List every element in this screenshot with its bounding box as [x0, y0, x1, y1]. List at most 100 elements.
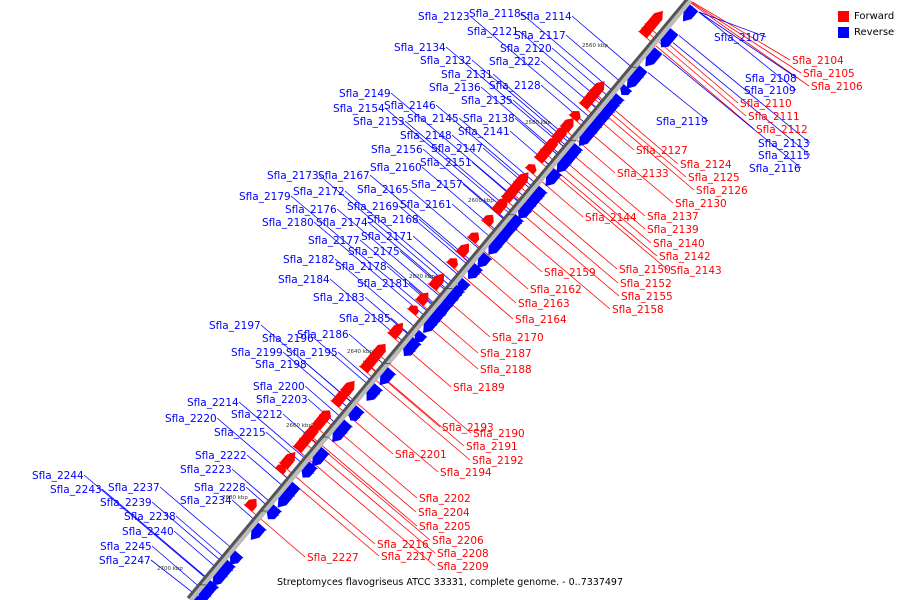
reverse-gene-label: Sfla_2153 [353, 116, 405, 128]
reverse-gene-label: Sfla_2239 [100, 497, 152, 509]
forward-gene-leader [480, 219, 543, 273]
reverse-gene-leader [336, 208, 453, 308]
forward-gene-label: Sfla_2137 [647, 211, 699, 223]
reverse-gene-label: Sfla_2197 [209, 320, 261, 332]
reverse-gene-label: Sfla_2119 [656, 116, 708, 128]
forward-gene-leader [292, 445, 436, 567]
reverse-gene-leader [520, 12, 625, 102]
forward-gene-label: Sfla_2193 [442, 422, 494, 434]
reverse-gene-arrow [414, 330, 427, 343]
reverse-gene-arrow [545, 168, 562, 187]
reverse-gene-leader [421, 166, 509, 241]
tick-label: 2660 kbp [286, 423, 312, 429]
reverse-gene-label: Sfla_2199 [231, 347, 283, 359]
forward-gene-label: Sfla_2110 [740, 98, 792, 110]
reverse-gene-label: Sfla_2167 [318, 170, 370, 182]
reverse-gene-arrow [488, 240, 502, 255]
forward-gene-leader [427, 283, 491, 338]
forward-gene-label: Sfla_2150 [619, 264, 671, 276]
forward-gene-label: Sfla_2140 [653, 238, 705, 250]
reverse-swatch [838, 26, 849, 38]
forward-gene-label: Sfla_2139 [647, 224, 699, 236]
forward-gene-arrow [244, 498, 257, 512]
reverse-gene-leader [344, 190, 466, 293]
reverse-gene-label: Sfla_2228 [194, 482, 246, 494]
reverse-gene-label: Sfla_2138 [463, 113, 515, 125]
forward-gene-arrow [467, 232, 480, 244]
reverse-gene-leader [662, 54, 802, 169]
reverse-gene-arrow [518, 205, 531, 219]
forward-gene-label: Sfla_2227 [307, 552, 359, 564]
reverse-gene-label: Sfla_2169 [347, 201, 399, 213]
reverse-gene-label: Sfla_2182 [283, 254, 335, 266]
reverse-gene-label: Sfla_2212 [231, 409, 283, 421]
backbone-line [186, 0, 689, 599]
reverse-gene-label: Sfla_2203 [256, 394, 308, 406]
reverse-gene-label: Sfla_2240 [122, 526, 174, 538]
reverse-gene-leader [101, 488, 219, 589]
reverse-gene-label: Sfla_2113 [758, 138, 810, 150]
tick-label: 2560 kbp [582, 43, 608, 49]
reverse-gene-arrow [578, 126, 597, 147]
forward-gene-arrow [455, 243, 470, 259]
forward-gene-label: Sfla_2191 [466, 441, 518, 453]
forward-gene-leader [304, 430, 418, 527]
forward-gene-label: Sfla_2217 [381, 551, 433, 563]
forward-gene-label: Sfla_2124 [680, 159, 732, 171]
forward-gene-arrow [525, 164, 537, 175]
reverse-gene-leader [329, 278, 416, 353]
forward-gene-label: Sfla_2205 [419, 521, 471, 533]
reverse-gene-label: Sfla_2184 [278, 274, 330, 286]
forward-gene-arrow [534, 143, 553, 164]
forward-gene-leader [358, 365, 471, 461]
reverse-gene-leader [359, 239, 448, 315]
reverse-gene-label: Sfla_2215 [214, 427, 266, 439]
reverse-gene-label: Sfla_2214 [187, 397, 239, 409]
legend-item-reverse: Reverse [838, 24, 894, 40]
reverse-gene-label: Sfla_2136 [429, 82, 481, 94]
forward-gene-label: Sfla_2188 [480, 364, 532, 376]
forward-gene-label: Sfla_2133 [617, 168, 669, 180]
forward-gene-leader [559, 125, 616, 174]
forward-gene-label: Sfla_2192 [472, 455, 524, 467]
backbone-shadow [187, 0, 693, 600]
reverse-gene-label: Sfla_2183 [313, 292, 365, 304]
reverse-gene-arrow [311, 447, 330, 467]
reverse-gene-arrow [332, 426, 347, 443]
reverse-gene-leader [290, 195, 441, 323]
reverse-gene-label: Sfla_2122 [489, 56, 541, 68]
forward-gene-label: Sfla_2209 [437, 561, 489, 573]
forward-gene-label: Sfla_2206 [432, 535, 484, 547]
forward-gene-arrow [481, 214, 494, 228]
forward-gene-arrow [560, 118, 574, 133]
forward-gene-leader [414, 298, 479, 354]
forward-gene-label: Sfla_2130 [675, 198, 727, 210]
reverse-gene-leader [480, 86, 572, 165]
reverse-gene-label: Sfla_2128 [489, 80, 541, 92]
reverse-gene-label: Sfla_2247 [99, 555, 151, 567]
legend-label-reverse: Reverse [854, 26, 895, 38]
forward-gene-label: Sfla_2164 [515, 314, 567, 326]
reverse-gene-label: Sfla_2222 [195, 450, 247, 462]
forward-gene-leader [687, 0, 802, 74]
reverse-gene-label: Sfla_2154 [333, 103, 385, 115]
reverse-gene-label: Sfla_2116 [749, 163, 801, 175]
leader-lines [83, 0, 811, 600]
reverse-gene-label: Sfla_2173 [267, 170, 319, 182]
reverse-gene-label: Sfla_2179 [239, 191, 291, 203]
reverse-gene-label: Sfla_2157 [411, 179, 463, 191]
reverse-gene-leader [458, 117, 548, 194]
forward-gene-leader [387, 331, 452, 388]
reverse-gene-label: Sfla_2115 [758, 150, 810, 162]
forward-gene-label: Sfla_2162 [530, 284, 582, 296]
reverse-gene-label: Sfla_2238 [124, 511, 176, 523]
tick-label: 2640 kbp [347, 349, 373, 355]
reverse-gene-arrow [620, 84, 632, 96]
reverse-gene-label: Sfla_2156 [371, 144, 423, 156]
reverse-gene-label: Sfla_2160 [370, 162, 422, 174]
reverse-gene-leader [518, 30, 616, 113]
forward-gene-arrow [491, 196, 508, 216]
reverse-gene-label: Sfla_2161 [400, 199, 452, 211]
reverse-gene-arrow [660, 35, 673, 48]
